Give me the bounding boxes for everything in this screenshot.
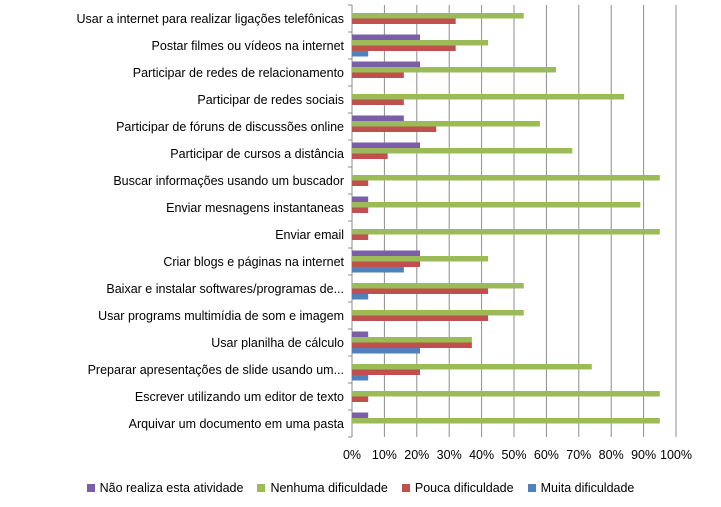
legend-item-no-difficulty: Nenhuma dificuldade: [257, 478, 388, 498]
bar: [352, 267, 404, 273]
bar: [352, 153, 388, 159]
bar: [352, 72, 404, 78]
category-label: Baixar e instalar softwares/programas de…: [106, 282, 344, 296]
bar: [352, 229, 660, 235]
x-tick-label: 100%: [660, 448, 692, 462]
bar: [352, 337, 472, 343]
bar: [352, 207, 369, 213]
bar: [352, 283, 524, 289]
legend-label-not-performed: Não realiza esta atividade: [99, 481, 244, 495]
legend-swatch-no-difficulty: [257, 484, 266, 492]
legend-label-little-difficulty: Pouca dificuldade: [414, 481, 514, 495]
bar: [352, 256, 489, 262]
bar: [352, 126, 437, 132]
bar: [352, 261, 421, 267]
bar: [352, 99, 404, 105]
x-tick-label: 10%: [372, 448, 397, 462]
bar: [352, 51, 369, 57]
legend-label-no-difficulty: Nenhuma dificuldade: [270, 481, 388, 495]
bar: [352, 396, 369, 402]
category-label: Escrever utilizando um editor de texto: [135, 390, 344, 404]
legend-swatch-much-difficulty: [527, 484, 536, 492]
bar: [352, 364, 592, 370]
bar: [352, 294, 369, 300]
bar: [352, 342, 472, 348]
x-tick-label: 0%: [343, 448, 361, 462]
bar: [352, 196, 369, 202]
bar: [352, 315, 489, 321]
bar: [352, 180, 369, 186]
category-label: Buscar informações usando um buscador: [113, 174, 344, 188]
bar: [352, 18, 456, 24]
bar: [352, 94, 625, 100]
category-label: Participar de cursos a distância: [170, 147, 344, 161]
bar: [352, 34, 421, 40]
bar: [352, 121, 540, 127]
category-label: Preparar apresentações de slide usando u…: [88, 363, 344, 377]
legend-swatch-little-difficulty: [401, 484, 410, 492]
bar: [352, 369, 421, 375]
bar: [352, 348, 421, 354]
bar: [352, 142, 421, 148]
x-tick-label: 50%: [501, 448, 526, 462]
bar: [352, 250, 421, 256]
category-label: Arquivar um documento em uma pasta: [129, 417, 344, 431]
category-label: Enviar email: [275, 228, 344, 242]
bar: [352, 234, 369, 240]
x-tick-label: 90%: [631, 448, 656, 462]
category-label: Criar blogs e páginas na internet: [163, 255, 344, 269]
category-label: Postar filmes ou vídeos na internet: [152, 39, 345, 53]
x-tick-label: 40%: [469, 448, 494, 462]
bar: [352, 40, 489, 46]
legend-label-much-difficulty: Muita dificuldade: [540, 481, 635, 495]
category-label: Participar de redes sociais: [197, 93, 344, 107]
category-label: Participar de fóruns de discussões onlin…: [116, 120, 344, 134]
bar: [352, 375, 369, 381]
bar: [352, 67, 557, 73]
legend-item-not-performed: Não realiza esta atividade: [86, 478, 244, 498]
x-tick-label: 20%: [404, 448, 429, 462]
x-tick-label: 60%: [534, 448, 559, 462]
bar: [352, 175, 660, 181]
category-label: Usar programs multimídia de som e imagem: [98, 309, 344, 323]
category-label: Enviar mesnagens instantaneas: [166, 201, 344, 215]
legend: Não realiza esta atividade Nenhuma dific…: [0, 478, 721, 498]
bar: [352, 148, 573, 154]
bar: [352, 418, 660, 424]
bar: [352, 61, 421, 67]
legend-swatch-not-performed: [86, 484, 95, 492]
bar: [352, 310, 524, 316]
category-label: Usar planilha de cálculo: [211, 336, 344, 350]
bar: [352, 202, 641, 208]
bar: [352, 391, 660, 397]
legend-item-much-difficulty: Muita dificuldade: [527, 478, 635, 498]
bar: [352, 288, 489, 294]
bar: [352, 13, 524, 19]
bar: [352, 45, 456, 51]
x-tick-label: 70%: [566, 448, 591, 462]
category-label: Usar a internet para realizar ligações t…: [77, 12, 345, 26]
bar: [352, 331, 369, 337]
x-tick-label: 30%: [437, 448, 462, 462]
bar: [352, 115, 404, 121]
category-label: Participar de redes de relacionamento: [133, 66, 344, 80]
x-tick-label: 80%: [599, 448, 624, 462]
legend-item-little-difficulty: Pouca dificuldade: [401, 478, 514, 498]
bar: [352, 412, 369, 418]
